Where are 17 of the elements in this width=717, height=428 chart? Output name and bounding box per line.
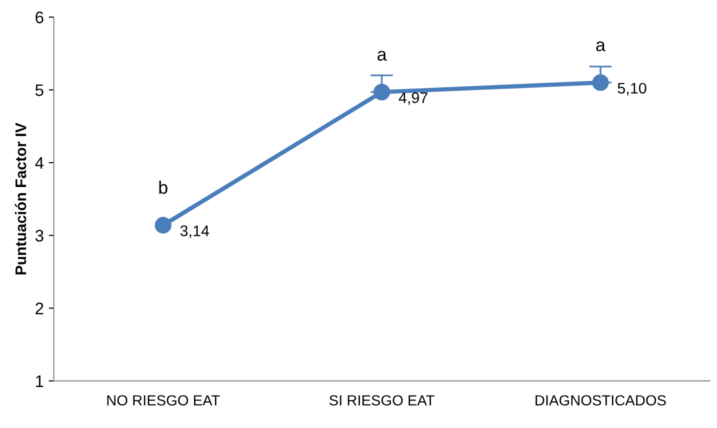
annotation: b xyxy=(159,180,168,194)
x-tick-label: NO RIESGO EAT xyxy=(107,395,220,406)
x-tick-label: DIAGNOSTICADOS xyxy=(536,395,666,406)
y-tick-label: 2 xyxy=(36,302,44,314)
y-tick-label: 4 xyxy=(35,157,44,169)
y-tick-label: 6 xyxy=(36,12,44,24)
data-label: 5,10 xyxy=(618,82,646,96)
data-label: 3,14 xyxy=(180,225,210,238)
x-tick-label: SI RIESGO EAT xyxy=(330,395,434,406)
data-label: 4,97 xyxy=(398,92,428,105)
annotation: a xyxy=(596,41,606,52)
point xyxy=(154,216,172,234)
annotation: a xyxy=(378,50,387,61)
y-tick-label: 3 xyxy=(35,230,44,242)
y-tick-label: 1 xyxy=(36,375,44,387)
y-tick-label: 5 xyxy=(35,84,44,96)
y-axis-title: Puntuación Factor IV xyxy=(14,122,26,274)
